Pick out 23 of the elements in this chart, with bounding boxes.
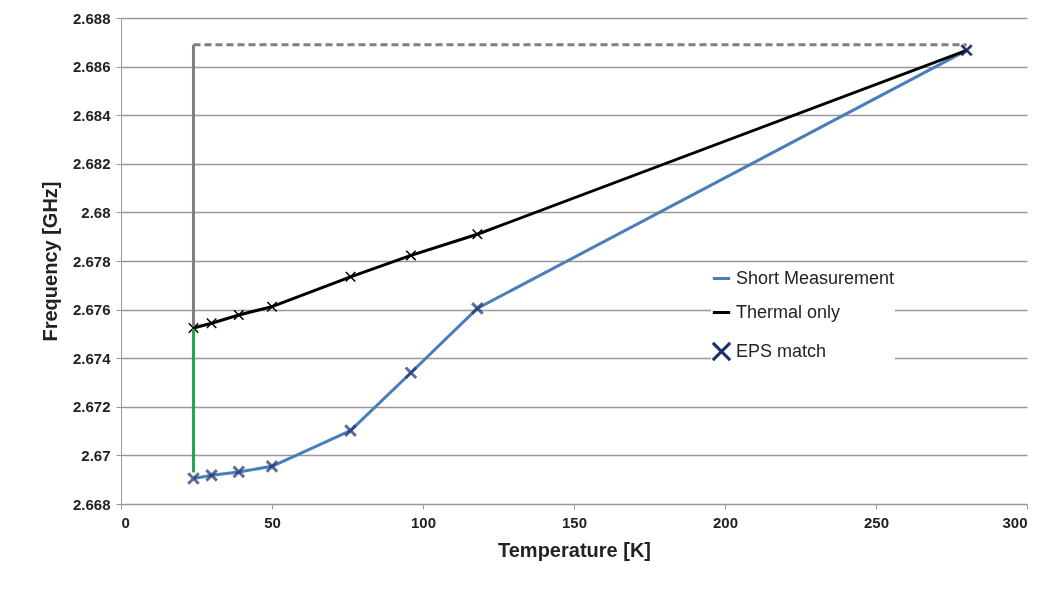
x-tick-label: 300 — [1002, 513, 1028, 531]
y-tick-label: 2.67 — [81, 446, 111, 464]
y-tick-label: 2.684 — [72, 106, 112, 124]
y-tick-label: 2.668 — [72, 495, 111, 513]
y-tick-label: 2.672 — [72, 398, 111, 416]
y-tick-label: 2.688 — [72, 9, 111, 27]
legend-label: EPS match — [736, 340, 827, 361]
y-axis-title: Frequency [GHz] — [38, 181, 61, 342]
x-tick-label: 100 — [410, 513, 437, 531]
y-tick-label: 2.674 — [72, 349, 112, 367]
x-tick-label: 150 — [561, 513, 588, 531]
x-tick-label: 250 — [863, 513, 890, 531]
x-axis-title: Temperature [K] — [498, 538, 651, 561]
y-tick-label: 2.68 — [81, 203, 111, 221]
x-tick-label: 200 — [712, 513, 739, 531]
y-tick-label: 2.678 — [72, 252, 111, 270]
y-tick-label: 2.682 — [72, 155, 111, 173]
x-tick-label: 0 — [121, 513, 130, 531]
legend-label: Short Measurement — [736, 267, 895, 288]
x-tick-label: 50 — [264, 513, 281, 531]
y-tick-label: 2.676 — [72, 301, 111, 319]
legend-label: Thermal only — [736, 301, 841, 322]
y-tick-label: 2.686 — [72, 58, 111, 76]
